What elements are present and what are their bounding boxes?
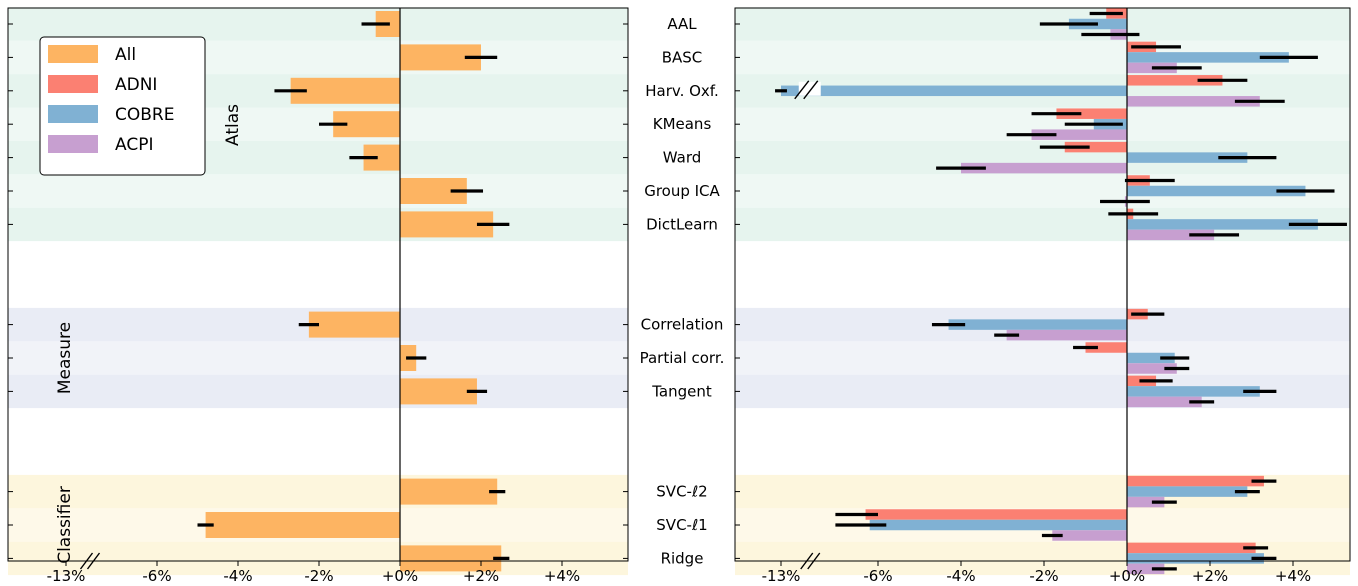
x-tick-label: +4% (1275, 567, 1311, 585)
band-atlas (8, 7, 628, 41)
row-label-harv-oxf: Harv. Oxf. (645, 82, 719, 100)
band-measure (8, 374, 628, 409)
bar-cobre-harv-oxf (781, 85, 1127, 97)
panel-frame-2 (734, 7, 1351, 562)
bar-adni-ridge (1127, 542, 1256, 554)
panel-frame-1 (7, 7, 629, 562)
row-label-kmeans: KMeans (653, 115, 712, 133)
band-measure (735, 341, 1350, 375)
row-label-aal: AAL (667, 15, 697, 33)
axes-layer: -13% -6% -4% -2% +0% +2% +4% -13% -6% -4% -2% +0% +2… (7, 7, 1351, 585)
row-label-ward: Ward (663, 149, 702, 167)
row-label-dictlearn: DictLearn (646, 215, 718, 233)
axis-break-mark (807, 552, 821, 570)
group-label-measure: Measure (55, 322, 75, 394)
x-tick-label: +2% (463, 567, 499, 585)
legend-swatch-acpi (48, 135, 98, 153)
row-label-partial-corr: Partial corr. (640, 349, 725, 367)
bar-break-mark (803, 80, 819, 100)
legend-label-adni: ADNI (115, 75, 157, 95)
bar-adni-harv-oxf (1127, 75, 1223, 86)
x-tick-label: +2% (1192, 567, 1228, 585)
x-tick-label: -4% (223, 567, 252, 585)
band-measure (8, 341, 628, 375)
row-label-tangent: Tangent (651, 382, 712, 400)
row-label-svc-2: SVC-ℓ2 (656, 483, 707, 501)
axis-break-mark (800, 552, 814, 570)
bar-acpi-dictlearn (1127, 229, 1215, 241)
bar-cobre-group-ica (1127, 185, 1306, 197)
band-atlas (8, 174, 628, 208)
bar-acpi-partial-corr (1127, 363, 1177, 374)
bar-all-tangent (400, 378, 477, 405)
axis-break-mark (86, 552, 101, 570)
bar-adni-svc-2 (1127, 475, 1264, 487)
bar-adni-kmeans (1056, 108, 1127, 119)
bar-adni-partial-corr (1085, 342, 1127, 353)
x-tick-label: -2% (304, 567, 333, 585)
bar-acpi-ridge (1127, 563, 1165, 575)
band-classifier (8, 541, 628, 576)
bar-all-harv-oxf (290, 77, 400, 104)
bar-all-svc-1 (205, 512, 400, 538)
legend-swatch-adni (48, 75, 98, 93)
x-tick-label: +4% (544, 567, 580, 585)
labels-layer: AAL BASC Harv. Oxf. KMeans Ward Group ICA Dict… (55, 15, 724, 567)
bar-acpi-correlation (1006, 329, 1127, 341)
bar-acpi-kmeans (1031, 129, 1127, 140)
bar-acpi-svc-2 (1127, 496, 1165, 508)
bar-break-mark (794, 80, 810, 100)
x-tick-label: -13% (47, 567, 86, 585)
band-atlas (8, 207, 628, 242)
group-label-atlas: Atlas (223, 104, 243, 146)
bar-break-gap (798, 81, 821, 96)
bar-all-ridge (400, 545, 502, 572)
bar-cobre-basc (1127, 52, 1289, 63)
x-tick-label: -6% (142, 567, 171, 585)
bar-cobre-dictlearn (1127, 219, 1318, 230)
x-tick-label: -6% (863, 567, 892, 585)
bar-acpi-harv-oxf (1127, 96, 1260, 107)
row-label-basc: BASC (662, 48, 703, 66)
legend-swatch-all (48, 45, 98, 63)
bar-cobre-partial-corr (1127, 352, 1175, 364)
legend: All ADNI COBRE ACPI (39, 36, 206, 176)
x-tick-label: +0% (382, 567, 418, 585)
group-label-classifier: Classifier (55, 486, 75, 564)
bar-cobre-ward (1127, 152, 1248, 163)
bar-cobre-svc-1 (869, 519, 1127, 531)
bar-cobre-ridge (1127, 553, 1264, 564)
axis-break-mark (79, 552, 94, 570)
bar-all-correlation (308, 311, 400, 338)
x-tick-label: -2% (1029, 567, 1058, 585)
row-label-svc-1: SVC-ℓ1 (656, 516, 707, 534)
row-label-correlation: Correlation (641, 316, 724, 334)
bar-adni-ward (1064, 141, 1127, 153)
bar-all-svc-2 (400, 478, 498, 505)
row-label-group-ica: Group ICA (644, 182, 720, 200)
band-classifier (8, 474, 628, 509)
x-tick-label: -4% (946, 567, 975, 585)
bar-cobre-svc-2 (1127, 486, 1248, 497)
bar-adni-svc-1 (865, 509, 1127, 520)
bar-cobre-correlation (948, 319, 1127, 330)
legend-label-cobre: COBRE (115, 105, 174, 125)
legend-swatch-cobre (48, 105, 98, 123)
bars-layer (197, 8, 1347, 575)
bar-acpi-ward (961, 162, 1127, 174)
bar-acpi-tangent (1127, 396, 1202, 408)
x-tick-label: +0% (1109, 567, 1145, 585)
bar-acpi-svc-1 (1052, 530, 1127, 541)
legend-label-all: All (115, 45, 136, 65)
bar-cobre-tangent (1127, 386, 1260, 397)
row-label-ridge: Ridge (661, 549, 704, 567)
legend-label-acpi: ACPI (115, 135, 153, 155)
x-tick-label: -13% (762, 567, 801, 585)
